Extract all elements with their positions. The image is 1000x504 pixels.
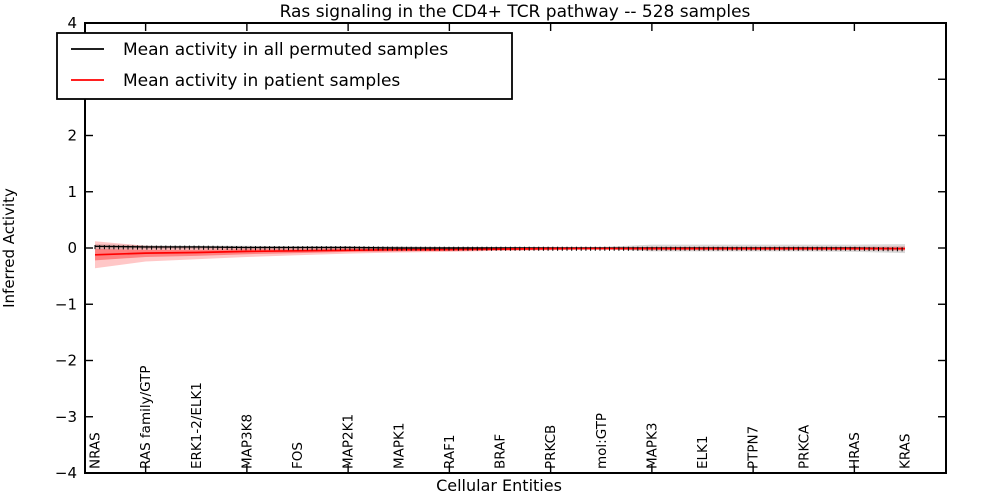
x-entity-label: MAPK1 — [391, 423, 407, 469]
x-entity-label: HRAS — [847, 432, 863, 469]
y-tick-label: 2 — [67, 127, 77, 145]
y-tick-label: 1 — [67, 183, 77, 201]
y-tick-label: −1 — [55, 295, 77, 313]
legend-label-permuted: Mean activity in all permuted samples — [123, 40, 448, 60]
chart-title: Ras signaling in the CD4+ TCR pathway --… — [280, 2, 751, 22]
x-entity-label: PRKCB — [543, 425, 559, 469]
x-entity-label: ELK1 — [695, 436, 711, 470]
x-entity-label: NRAS — [88, 432, 104, 469]
x-entity-label: MAP2K1 — [341, 414, 357, 469]
x-entity-label: mol:GTP — [594, 413, 610, 469]
legend-label-patient: Mean activity in patient samples — [123, 71, 400, 91]
y-tick-label: 4 — [67, 14, 77, 32]
x-entity-label: MAP3K8 — [239, 414, 255, 469]
y-axis-label: Inferred Activity — [0, 188, 18, 308]
x-entity-label: BRAF — [493, 434, 509, 469]
x-entity-label: MAPK3 — [644, 423, 660, 469]
x-entity-label: PTPN7 — [746, 426, 762, 469]
y-tick-label: 0 — [67, 239, 77, 257]
y-tick-label: −4 — [55, 464, 77, 482]
axis-tick-labels: −4−3−2−101234NRASRAS family/GTPERK1-2/EL… — [55, 14, 914, 482]
x-entity-label: FOS — [290, 442, 306, 469]
x-entity-label: RAS family/GTP — [138, 365, 154, 469]
x-entity-label: PRKCA — [796, 424, 812, 469]
data-layer — [94, 241, 906, 269]
x-entity-label: ERK1-2/ELK1 — [189, 382, 205, 469]
permuted-line-markers — [94, 245, 903, 252]
x-axis-label: Cellular Entities — [436, 476, 562, 495]
x-entity-label: RAF1 — [442, 435, 458, 469]
y-tick-label: −3 — [55, 408, 77, 426]
x-entity-label: KRAS — [898, 434, 914, 470]
y-tick-label: −2 — [55, 352, 77, 370]
legend-box — [56, 32, 513, 100]
axis-ticks — [85, 22, 946, 474]
legend: Mean activity in all permuted samples Me… — [56, 32, 513, 100]
